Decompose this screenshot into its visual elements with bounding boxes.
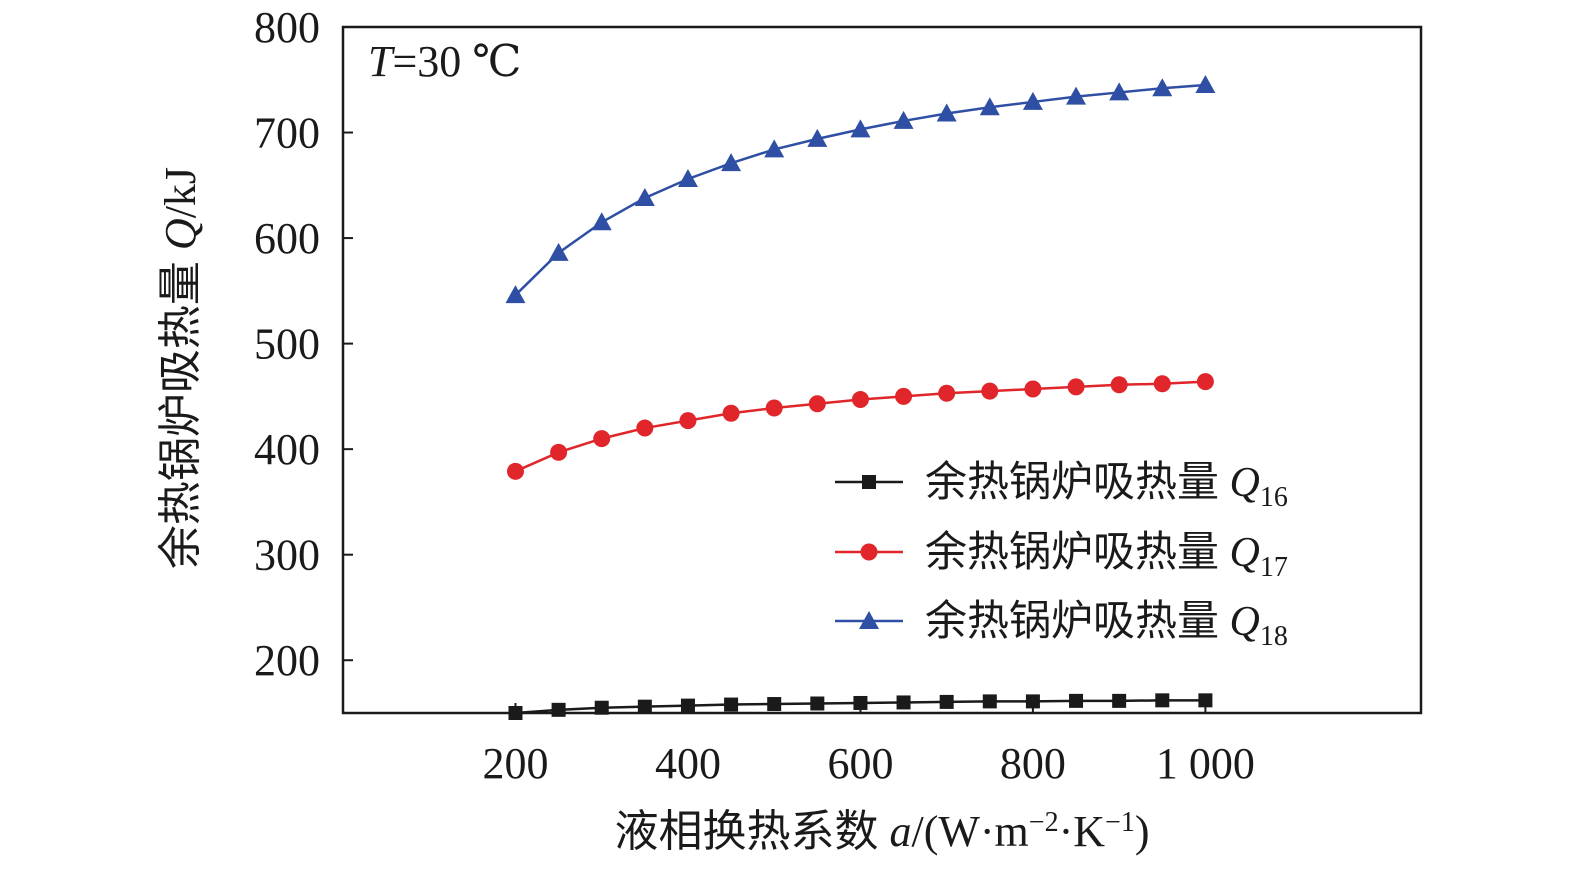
x-tick-label: 400 [655,739,721,788]
data-point [1069,693,1084,708]
y-axis: 200 300 400 500 600 700 800 [254,3,353,685]
legend-label: 余热锅炉吸热量 Q16 [925,459,1288,513]
y-tick-label: 200 [254,636,320,685]
data-point [765,399,783,417]
x-tick-label: 600 [827,739,893,788]
data-point [1024,380,1042,398]
annotation-rest: =30 ℃ [392,37,521,86]
y-axis-label-prefix: 余热锅炉吸热量 [156,250,205,569]
data-point [896,695,911,710]
data-point [637,699,652,714]
series-layer [505,75,1216,720]
x-axis-label: 液相换热系数 a/(W·m−2·K−1) [615,807,1150,857]
data-point [767,697,782,712]
y-tick-label: 400 [254,425,320,474]
x-tick-label: 1 000 [1156,739,1255,788]
data-point [764,139,785,158]
x-axis-label-end: ) [1135,807,1150,856]
data-point [979,97,1000,116]
x-axis: 200 400 600 800 1 000 [482,703,1255,788]
annotation-var: T [368,37,396,86]
x-axis-label-suffix: /(W·m [912,807,1029,856]
y-tick-label: 300 [254,531,320,580]
y-tick-label: 500 [254,320,320,369]
y-axis-label: 余热锅炉吸热量 Q/kJ [156,167,205,569]
legend-item: 余热锅炉吸热量 Q18 [835,598,1288,652]
series-line [514,83,1206,296]
data-point [1195,75,1216,94]
x-axis-label-prefix: 液相换热系数 [615,807,890,856]
data-point [893,110,914,129]
data-point [939,694,954,709]
x-axis-label-sup2: −1 [1105,807,1135,838]
data-point [1155,693,1170,708]
data-point [851,391,869,409]
data-point [936,103,957,122]
legend-label: 余热锅炉吸热量 Q17 [925,529,1288,583]
x-tick-label: 200 [482,739,548,788]
data-point [938,384,956,402]
plot-border [341,25,1423,715]
data-point [721,153,742,172]
legend-marker [862,475,876,489]
data-point [807,128,828,147]
legend-marker [859,611,879,629]
data-point [1025,694,1040,709]
x-axis-label-sup1: −2 [1029,807,1059,838]
y-tick-label: 600 [254,214,320,263]
data-point [548,242,569,261]
y-axis-label-var: Q [156,218,205,250]
y-tick-label: 700 [254,109,320,158]
temperature-annotation: T=30 ℃ [368,37,522,86]
data-point [551,702,566,717]
plot-frame [341,25,1423,715]
data-point [506,462,524,480]
data-point [810,696,825,711]
data-point [508,706,523,720]
legend-item: 余热锅炉吸热量 Q17 [835,529,1288,583]
data-point [1112,693,1127,708]
data-point [1196,373,1214,391]
y-axis-label-suffix: /kJ [156,167,205,218]
data-point [724,697,739,712]
series-17 [506,373,1214,480]
x-tick-label: 800 [1000,739,1066,788]
data-point [981,382,999,400]
data-point [1110,376,1128,394]
data-point [680,698,695,713]
data-point [1109,82,1130,101]
legend-label: 余热锅炉吸热量 Q18 [925,598,1288,652]
data-point [679,412,697,430]
data-point [1153,375,1171,393]
data-point [1152,78,1173,97]
data-point [505,285,526,304]
data-point [895,387,913,405]
data-point [1067,378,1085,396]
data-point [634,187,655,206]
data-point [1198,693,1213,708]
data-point [808,395,826,413]
data-point [722,404,740,422]
data-point [982,694,997,709]
legend: 余热锅炉吸热量 Q16 余热锅炉吸热量 Q17 余热锅炉吸热量 Q18 [835,459,1288,652]
legend-marker [860,543,878,561]
data-point [850,119,871,138]
data-point [594,700,609,715]
data-point [636,419,654,437]
data-point [853,695,868,710]
x-axis-label-var: a [890,807,912,856]
x-axis-label-mid: ·K [1059,807,1106,856]
data-point [677,168,698,187]
data-point [591,212,612,231]
data-point [593,430,611,448]
legend-item: 余热锅炉吸热量 Q16 [835,459,1288,513]
y-tick-label: 800 [254,3,320,52]
data-point [1022,91,1043,110]
series-18 [505,75,1216,304]
data-point [550,443,568,461]
series-16 [508,693,1213,720]
data-point [1066,86,1087,105]
